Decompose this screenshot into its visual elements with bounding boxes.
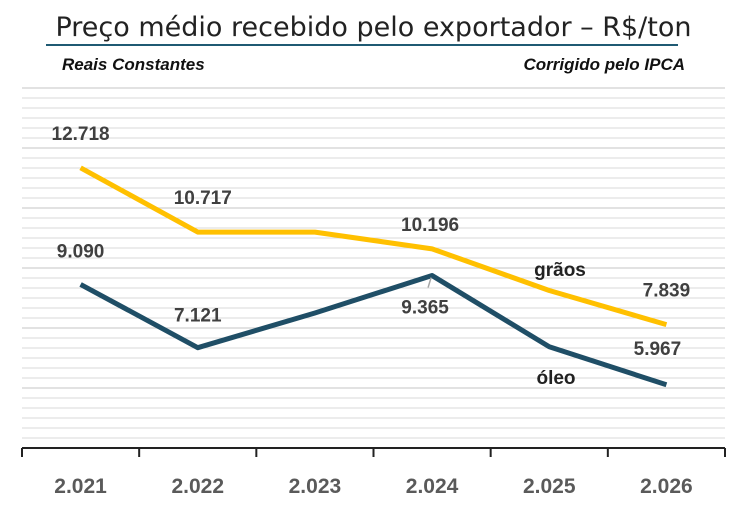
x-tick-label: 2.024: [406, 475, 459, 498]
subtitle-right: Corrigido pelo IPCA: [523, 55, 686, 74]
data-label: 10.717: [174, 188, 232, 209]
data-label: 5.967: [634, 339, 682, 360]
x-tick-label: 2.023: [289, 475, 342, 498]
title-underline: [46, 44, 678, 46]
data-label: 10.196: [401, 215, 459, 236]
x-tick-label: 2.021: [54, 475, 107, 498]
data-label: 7.121: [174, 306, 222, 327]
data-labels: 12.718 10.717 10.196 7.839 9.090 7.121 9.365 5.…: [52, 124, 691, 389]
series-name-oleo: óleo: [536, 368, 575, 389]
subtitle-left: Reais Constantes: [62, 55, 205, 74]
x-tick-label: 2.025: [523, 475, 576, 498]
gridlines: [22, 87, 725, 439]
chart-title: Preço médio recebido pelo exportador – R…: [55, 12, 692, 43]
data-label: 12.718: [52, 124, 110, 145]
x-axis: 2.021 2.022 2.023 2.024 2.025 2.026: [21, 447, 726, 498]
x-tick-label: 2.022: [171, 475, 224, 498]
series-lines: [79, 165, 668, 388]
x-tick-label: 2.026: [640, 475, 693, 498]
data-label: 9.365: [401, 298, 449, 319]
data-label: 7.839: [643, 281, 691, 302]
series-name-graos: grãos: [534, 260, 586, 281]
label-leader-line: [427, 277, 432, 288]
data-label: 9.090: [57, 241, 105, 262]
series-line-oleo: [79, 273, 668, 388]
series-line-graos: [79, 165, 668, 328]
